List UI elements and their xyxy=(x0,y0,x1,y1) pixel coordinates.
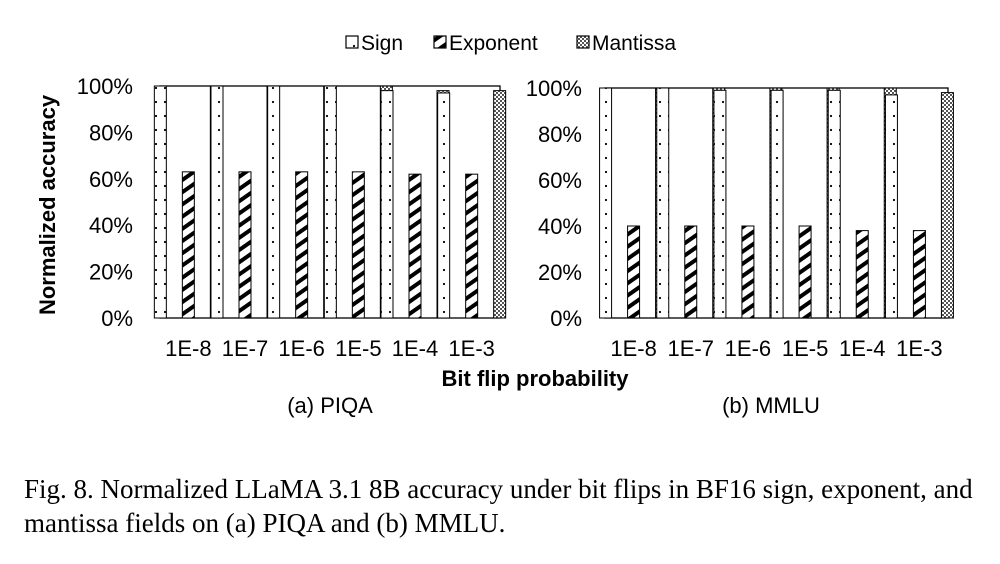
x-tick-label: 1E-8 xyxy=(165,336,211,361)
x-axis-label: Bit flip probability xyxy=(442,366,630,391)
bar-exponent xyxy=(238,171,252,319)
bar-sign xyxy=(210,85,224,319)
bar-exponent xyxy=(465,173,479,319)
y-tick-label: 80% xyxy=(538,122,582,147)
x-tick-label: 1E-6 xyxy=(278,336,324,361)
y-tick-label: 0% xyxy=(101,306,133,331)
legend-swatch-exponent xyxy=(433,35,447,49)
bar-sign xyxy=(599,87,613,319)
y-tick-label: 40% xyxy=(538,214,582,239)
x-tick-label: 1E-3 xyxy=(896,336,942,361)
chart-panel-piqa: 0% 20% 40% 60% 80% 100% 1E-8 1E-7 1E-6 1E-5 1E-4 1E… xyxy=(77,74,507,418)
bar-exponent xyxy=(351,171,365,319)
bar-exponent xyxy=(912,230,926,319)
bar-exponent xyxy=(295,171,309,319)
bar-exponent xyxy=(408,173,422,319)
panel-title: (a) PIQA xyxy=(287,393,373,418)
y-tick-label: 60% xyxy=(89,167,133,192)
bar-mantissa xyxy=(493,90,507,319)
legend-swatch-sign xyxy=(345,35,359,49)
y-tick-label: 60% xyxy=(538,168,582,193)
bar-exponent xyxy=(741,225,755,319)
legend-item-mantissa: Mantissa xyxy=(576,32,676,55)
legend-label-sign: Sign xyxy=(361,32,403,55)
bar-sign xyxy=(827,89,841,319)
chart-panel-mmlu: 0% 20% 40% 60% 80% 100% 1E-8 1E-7 1E-6 1E-5 1E-4 1E… xyxy=(526,76,954,418)
y-tick-label: 40% xyxy=(89,213,133,238)
x-tick-label: 1E-5 xyxy=(335,336,381,361)
bar-sign xyxy=(267,85,281,319)
x-tick-label: 1E-4 xyxy=(392,336,438,361)
legend-swatch-mantissa xyxy=(576,35,590,49)
bar-sign xyxy=(380,90,394,319)
bar-sign xyxy=(713,89,727,319)
bar-sign xyxy=(153,85,167,319)
bar-sign xyxy=(323,85,337,319)
legend-item-exponent: Exponent xyxy=(433,32,538,55)
legend-item-sign: Sign xyxy=(345,32,403,55)
y-tick-label: 20% xyxy=(538,260,582,285)
bar-exponent xyxy=(798,225,812,319)
x-tick-label: 1E-8 xyxy=(610,336,656,361)
legend: Sign Exponent Mantissa xyxy=(345,32,676,55)
bar-sign xyxy=(884,94,898,319)
figure-charts: Sign Exponent Mantissa Normalized accura… xyxy=(35,32,954,418)
bar-mantissa xyxy=(940,92,954,319)
y-tick-label: 80% xyxy=(89,120,133,145)
bar-sign xyxy=(656,87,670,319)
y-tick-label: 20% xyxy=(89,260,133,285)
legend-label-exponent: Exponent xyxy=(449,32,538,55)
y-tick-label: 100% xyxy=(77,74,133,99)
bar-exponent xyxy=(627,225,641,319)
x-tick-label: 1E-6 xyxy=(725,336,771,361)
x-tick-label: 1E-7 xyxy=(222,336,268,361)
bar-exponent xyxy=(855,230,869,319)
x-tick-label: 1E-4 xyxy=(839,336,885,361)
panel-title: (b) MMLU xyxy=(722,393,820,418)
x-tick-label: 1E-7 xyxy=(668,336,714,361)
x-tick-label: 1E-3 xyxy=(448,336,494,361)
bar-exponent xyxy=(181,171,195,319)
bar-exponent xyxy=(684,225,698,319)
legend-label-mantissa: Mantissa xyxy=(592,32,676,55)
y-tick-label: 100% xyxy=(526,76,582,101)
x-tick-label: 1E-5 xyxy=(782,336,828,361)
y-tick-label: 0% xyxy=(550,306,582,331)
bar-sign xyxy=(770,89,784,319)
figure-caption: Fig. 8. Normalized LLaMA 3.1 8B accuracy… xyxy=(24,474,973,538)
y-axis-label: Normalized accuracy xyxy=(35,94,60,315)
bar-sign xyxy=(437,92,451,319)
